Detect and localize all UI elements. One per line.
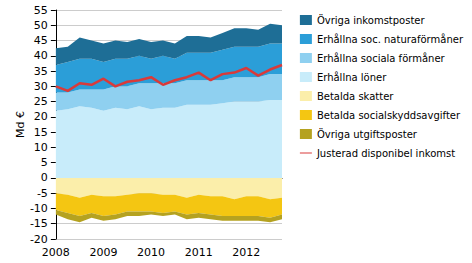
svg-text:2012: 2012 <box>232 246 260 259</box>
svg-text:Md €: Md € <box>14 111 27 138</box>
svg-text:40: 40 <box>34 49 48 62</box>
svg-text:2008: 2008 <box>42 246 70 259</box>
svg-text:Erhållna soc. naturaförmåner: Erhållna soc. naturaförmåner <box>317 33 464 45</box>
svg-text:Erhållna löner: Erhållna löner <box>317 71 387 83</box>
svg-text:50: 50 <box>34 19 48 32</box>
svg-text:0: 0 <box>41 171 48 184</box>
svg-text:45: 45 <box>34 34 48 47</box>
svg-text:2009: 2009 <box>89 246 117 259</box>
svg-text:5: 5 <box>41 156 48 169</box>
svg-text:15: 15 <box>34 126 48 139</box>
svg-text:30: 30 <box>34 80 48 93</box>
svg-text:-10: -10 <box>30 202 48 215</box>
svg-text:Betalda skatter: Betalda skatter <box>317 91 394 102</box>
svg-text:25: 25 <box>34 95 48 108</box>
svg-text:Övriga inkomstposter: Övriga inkomstposter <box>317 14 426 26</box>
svg-text:Övriga utgiftsposter: Övriga utgiftsposter <box>317 128 418 140</box>
svg-text:-5: -5 <box>37 187 48 200</box>
svg-text:-15: -15 <box>30 217 48 230</box>
svg-text:Justerad disponibel inkomst: Justerad disponibel inkomst <box>316 148 455 159</box>
svg-text:55: 55 <box>34 4 48 17</box>
svg-text:Erhållna sociala förmåner: Erhållna sociala förmåner <box>317 52 446 64</box>
svg-text:10: 10 <box>34 141 48 154</box>
svg-text:-20: -20 <box>30 233 48 246</box>
svg-text:35: 35 <box>34 65 48 78</box>
svg-text:2010: 2010 <box>137 246 165 259</box>
svg-text:2011: 2011 <box>185 246 213 259</box>
svg-text:Betalda socialskyddsavgifter: Betalda socialskyddsavgifter <box>317 110 461 121</box>
svg-text:20: 20 <box>34 110 48 123</box>
